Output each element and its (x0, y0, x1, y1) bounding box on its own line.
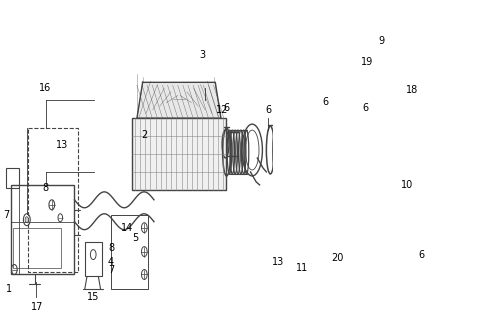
Bar (132, 118, 226, 190)
Text: 1: 1 (6, 284, 12, 295)
Bar (375, 47, 385, 56)
Bar (369, 55, 393, 97)
Text: 19: 19 (361, 57, 373, 67)
Text: 3: 3 (199, 50, 205, 60)
Circle shape (378, 72, 383, 79)
Text: 7: 7 (3, 210, 10, 220)
Text: 8: 8 (108, 243, 114, 253)
Text: 10: 10 (400, 180, 413, 190)
Bar (111, 215, 148, 289)
Text: 15: 15 (87, 292, 99, 302)
Text: 6: 6 (265, 105, 272, 115)
Text: 16: 16 (39, 83, 51, 93)
Bar (372, 60, 388, 90)
Text: 7: 7 (108, 265, 115, 274)
Text: 12: 12 (216, 105, 228, 115)
Polygon shape (137, 82, 221, 118)
Bar (13, 228, 61, 267)
Text: 5: 5 (132, 233, 138, 243)
Text: 6: 6 (362, 103, 368, 113)
Text: 13: 13 (56, 140, 68, 150)
Text: 8: 8 (42, 183, 48, 193)
Bar (11, 185, 74, 274)
Text: 9: 9 (378, 36, 384, 46)
Bar (6, 168, 19, 188)
Text: 6: 6 (419, 249, 425, 260)
Text: 14: 14 (120, 223, 133, 233)
Text: 17: 17 (31, 302, 44, 312)
Text: 2: 2 (141, 130, 147, 140)
Text: 6: 6 (323, 97, 328, 107)
Text: 20: 20 (331, 253, 344, 263)
Circle shape (25, 217, 28, 223)
Text: 6: 6 (224, 103, 230, 113)
Bar (84, 242, 102, 277)
Text: 11: 11 (296, 262, 308, 272)
Text: 13: 13 (272, 256, 284, 266)
Text: 18: 18 (406, 85, 419, 95)
Text: 4: 4 (107, 256, 113, 266)
Bar (28, 128, 78, 272)
